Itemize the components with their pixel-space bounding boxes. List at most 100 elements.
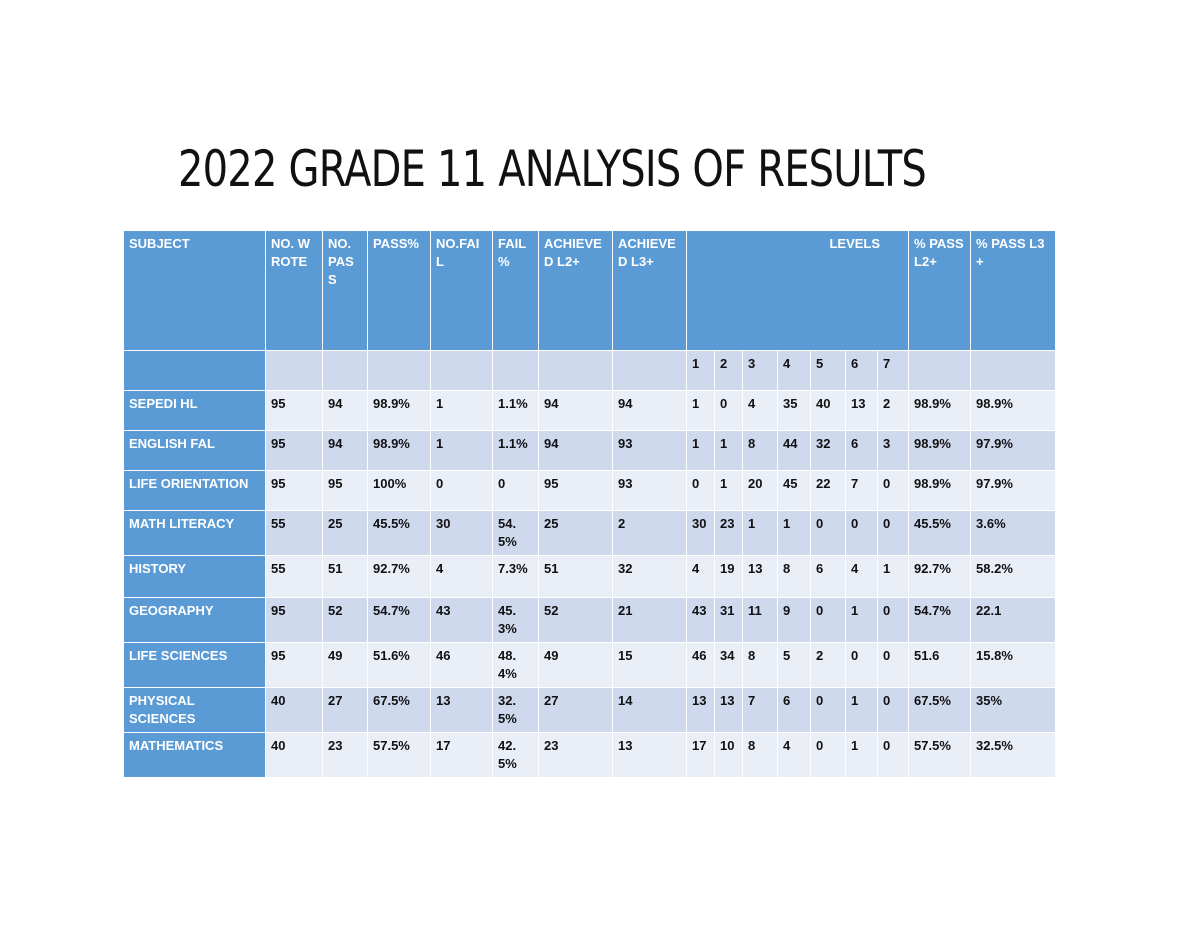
cell: 46: [430, 642, 493, 688]
header-cell: PASS%: [367, 230, 431, 351]
cell: [123, 350, 266, 391]
cell: 32.5%: [970, 732, 1057, 778]
cell: 4: [742, 390, 778, 431]
cell: 13: [742, 555, 778, 598]
cell: 52: [538, 597, 613, 643]
cell: 1: [430, 390, 493, 431]
cell: 13: [430, 687, 493, 733]
cell: 32: [612, 555, 687, 598]
cell: 57.5%: [367, 732, 431, 778]
data-row: ENGLISH FAL 95 94 98.9% 1 1.1% 94 93 1 1 8 44 32 6 3 98…: [123, 430, 1057, 471]
cell: 13: [714, 687, 743, 733]
cell: 1: [742, 510, 778, 556]
cell: 48.4%: [492, 642, 539, 688]
cell: 45.5%: [367, 510, 431, 556]
header-row: SUBJECT NO. WROTE NO. PASS PASS% NO.FAIL FAIL…: [123, 230, 1057, 351]
cell: 98.9%: [970, 390, 1057, 431]
cell: 1: [714, 470, 743, 511]
cell: 49: [322, 642, 368, 688]
subject-cell: MATH LITERACY: [123, 510, 266, 556]
cell: 1: [845, 597, 878, 643]
cell: 55: [265, 555, 323, 598]
cell: [322, 350, 368, 391]
cell: 54.7%: [908, 597, 972, 643]
cell: 40: [810, 390, 846, 431]
cell: 94: [322, 390, 368, 431]
cell: 51.6%: [367, 642, 431, 688]
cell: 0: [714, 390, 743, 431]
cell: 100%: [367, 470, 431, 511]
cell: 3: [876, 430, 910, 471]
cell: 0: [876, 732, 910, 778]
cell: 43: [686, 597, 715, 643]
cell: 0: [876, 642, 910, 688]
cell: 30: [686, 510, 715, 556]
cell: 97.9%: [970, 470, 1057, 511]
cell: 49: [538, 642, 613, 688]
cell: 93: [612, 430, 687, 471]
data-row: GEOGRAPHY 95 52 54.7% 43 45.3% 52 21 43 31 11 9 0 1 0 5…: [123, 597, 1057, 643]
cell: [612, 350, 687, 391]
cell: 0: [492, 470, 539, 511]
header-cell: ACHIEVED L3+: [612, 230, 687, 351]
cell: 0: [845, 510, 878, 556]
cell: 22.1: [970, 597, 1057, 643]
cell: 0: [810, 510, 846, 556]
cell: 6: [845, 430, 878, 471]
cell: 2: [876, 390, 910, 431]
data-row: PHYSICAL SCIENCES 40 27 67.5% 13 32.5% 27 14 13 1…: [123, 687, 1057, 733]
cell: [367, 350, 431, 391]
cell: 95: [265, 430, 323, 471]
cell: 94: [538, 430, 613, 471]
cell: 19: [714, 555, 743, 598]
title: 2022 GRADE 11 ANALYSIS OF RESULTS: [178, 140, 927, 198]
cell: 27: [322, 687, 368, 733]
cell: [970, 350, 1057, 391]
subject-cell: GEOGRAPHY: [123, 597, 266, 643]
cell: 0: [810, 597, 846, 643]
cell: 1.1%: [492, 430, 539, 471]
cell: 7: [845, 470, 878, 511]
cell: 4: [430, 555, 493, 598]
cell: 40: [265, 687, 323, 733]
header-cell: % PASS L3+: [970, 230, 1057, 351]
cell: 7: [742, 687, 778, 733]
cell: 1: [777, 510, 811, 556]
cell: 0: [876, 470, 910, 511]
cell: 1: [686, 430, 715, 471]
cell: 51.6: [908, 642, 972, 688]
cell: 42.5%: [492, 732, 539, 778]
cell: 98.9%: [367, 390, 431, 431]
cell: 32.5%: [492, 687, 539, 733]
cell: 31: [714, 597, 743, 643]
cell: 45: [777, 470, 811, 511]
cell: 67.5%: [367, 687, 431, 733]
cell: 23: [322, 732, 368, 778]
cell: 4: [777, 732, 811, 778]
cell: 57.5%: [908, 732, 972, 778]
cell: 15.8%: [970, 642, 1057, 688]
cell: [430, 350, 493, 391]
cell: 98.9%: [908, 390, 972, 431]
cell: 8: [777, 555, 811, 598]
cell: 1: [845, 687, 878, 733]
cell: 92.7%: [367, 555, 431, 598]
cell: 17: [686, 732, 715, 778]
cell: 93: [612, 470, 687, 511]
cell: 44: [777, 430, 811, 471]
data-row: HISTORY 55 51 92.7% 4 7.3% 51 32 4 19 13 8 6 4 1 92.7% 5…: [123, 555, 1057, 598]
cell: 52: [322, 597, 368, 643]
header-cell: NO.FAIL: [430, 230, 493, 351]
data-row: LIFE SCIENCES 95 49 51.6% 46 48.4% 49 15 46 34 8 5 2…: [123, 642, 1057, 688]
cell: 15: [612, 642, 687, 688]
cell: 94: [538, 390, 613, 431]
cell: 8: [742, 642, 778, 688]
cell: 23: [538, 732, 613, 778]
cell: 13: [612, 732, 687, 778]
cell: 98.9%: [908, 430, 972, 471]
cell: 54.5%: [492, 510, 539, 556]
cell: 21: [612, 597, 687, 643]
subject-cell: SEPEDI HL: [123, 390, 266, 431]
cell: 0: [810, 687, 846, 733]
cell: 98.9%: [367, 430, 431, 471]
